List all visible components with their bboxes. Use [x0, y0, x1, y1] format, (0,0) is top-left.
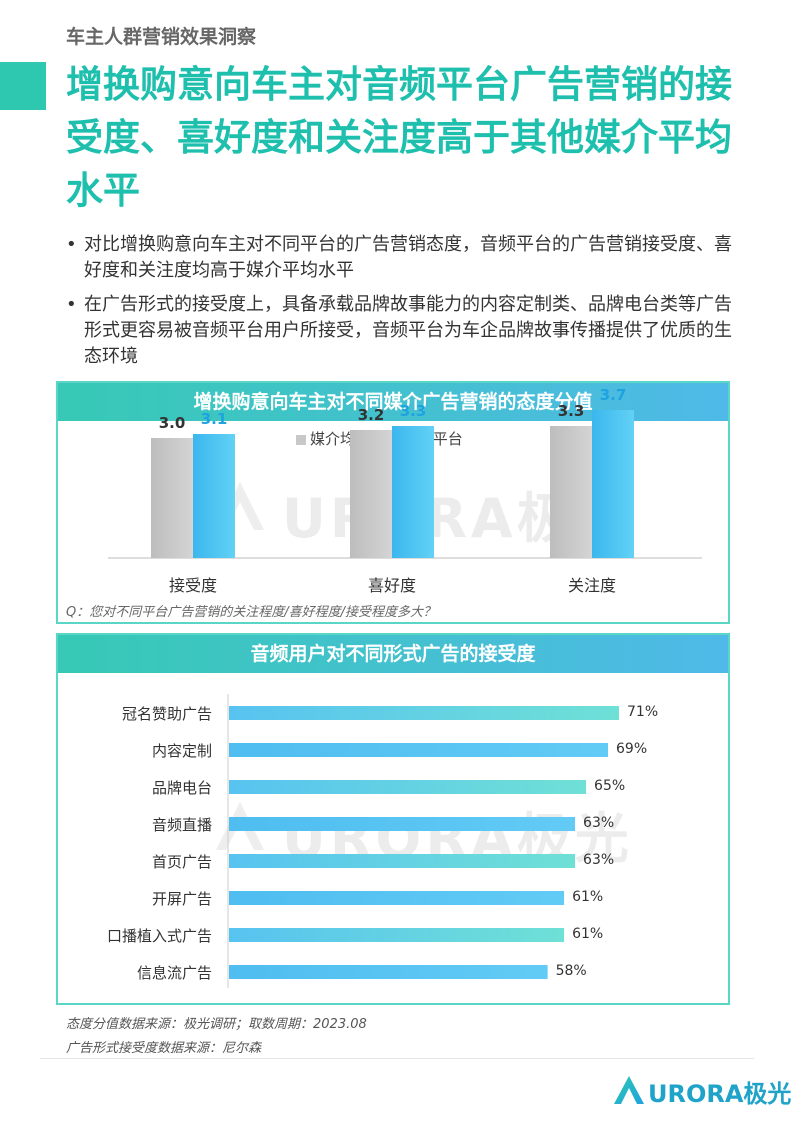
ad-format-bar	[229, 817, 576, 831]
ad-format-value: 61%	[572, 926, 604, 942]
ad-format-bar	[229, 780, 587, 794]
source-note: 态度分值数据来源：极光调研；取数周期：2023.08	[66, 1017, 367, 1032]
attitude-bar	[592, 410, 634, 558]
brand-logo: URORA极光	[612, 1072, 791, 1108]
ad-format-bar	[229, 743, 609, 757]
bar-value-label: 3.0	[158, 414, 186, 432]
category-label: 接受度	[168, 576, 217, 595]
ad-format-value: 58%	[555, 963, 587, 979]
ad-format-bar	[229, 854, 576, 868]
ad-format-label: 首页广告	[151, 853, 212, 871]
ad-format-value: 65%	[594, 778, 626, 794]
footer-divider	[40, 1058, 754, 1059]
ad-format-label: 音频直播	[151, 816, 212, 834]
ad-format-value: 71%	[627, 704, 659, 720]
ad-format-value: 63%	[583, 852, 615, 868]
ad-format-bar-chart	[227, 694, 619, 988]
ad-format-value: 63%	[583, 815, 615, 831]
bar-value-label: 3.7	[599, 386, 627, 404]
source-note: 广告形式接受度数据来源：尼尔森	[66, 1041, 262, 1056]
bar-value-label: 3.3	[557, 402, 585, 420]
ad-format-value: 69%	[616, 741, 648, 757]
ad-format-label: 冠名赞助广告	[121, 705, 212, 723]
category-label: 关注度	[567, 576, 616, 595]
ad-format-bar	[229, 928, 565, 942]
page-title: 增换购意向车主对音频平台广告营销的接受度、喜好度和关注度高于其他媒介平均水平	[66, 63, 732, 212]
attitude-bar	[550, 426, 592, 558]
attitude-chart-title: 增换购意向车主对不同媒介广告营销的态度分值	[58, 383, 728, 421]
ad-format-value: 61%	[572, 889, 604, 905]
ad-format-bar	[229, 706, 619, 720]
legend-swatch-gray	[296, 434, 306, 445]
attitude-bar	[193, 434, 235, 558]
ad-format-label: 信息流广告	[136, 964, 212, 982]
attitude-bar	[392, 426, 434, 558]
survey-question: Q：您对不同平台广告营销的关注程度/喜好程度/接受程度多大？	[66, 605, 436, 620]
bar-value-label: 3.3	[399, 402, 427, 420]
ad-format-label: 内容定制	[151, 742, 212, 760]
attitude-bar-chart	[108, 410, 702, 559]
ad-format-label: 品牌电台	[151, 779, 212, 797]
title-accent-bar	[0, 62, 46, 110]
bullet-item: • 对比增换购意向车主对不同平台的广告营销态度，音频平台的广告营销接受度、喜好度和…	[66, 234, 732, 281]
ad-format-chart-title: 音频用户对不同形式广告的接受度	[58, 635, 728, 673]
aurora-logo-icon	[614, 1076, 644, 1104]
category-label: 喜好度	[367, 576, 416, 595]
bullet-text: 在广告形式的接受度上，具备承载品牌故事能力的内容定制类、品牌电台类等广告形式更容…	[84, 294, 732, 367]
bullet-item: • 在广告形式的接受度上，具备承载品牌故事能力的内容定制类、品牌电台类等广告形式更…	[66, 294, 732, 367]
ad-format-bar	[229, 965, 548, 979]
bar-value-label: 3.1	[200, 410, 228, 428]
bullet-list: • 对比增换购意向车主对不同平台的广告营销态度，音频平台的广告营销接受度、喜好度和…	[64, 232, 744, 378]
brand-text: URORA极光	[648, 1080, 792, 1108]
ad-format-label: 口播植入式广告	[106, 927, 212, 945]
ad-format-bar	[229, 891, 565, 905]
ad-format-label: 开屏广告	[151, 890, 212, 908]
bar-value-label: 3.2	[357, 406, 385, 424]
attitude-bar	[151, 438, 193, 558]
section-label: 车主人群营销效果洞察	[66, 26, 257, 48]
bullet-text: 对比增换购意向车主对不同平台的广告营销态度，音频平台的广告营销接受度、喜好度和关…	[84, 234, 732, 281]
attitude-bar	[350, 430, 392, 558]
